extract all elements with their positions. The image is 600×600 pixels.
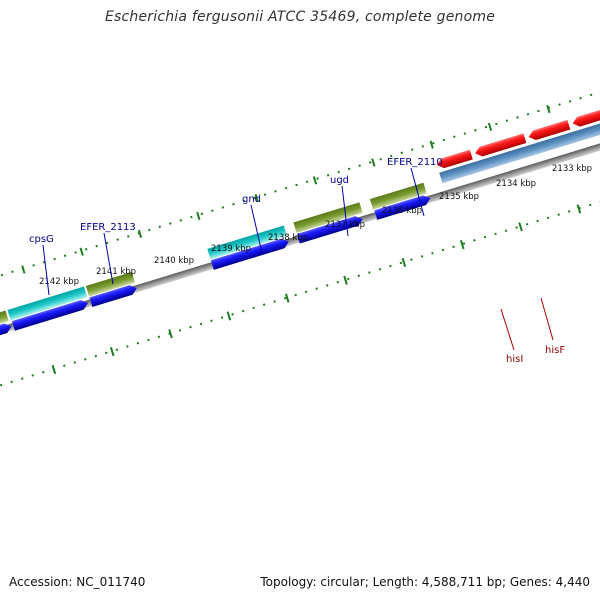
- blast-hit-steel: [439, 102, 600, 184]
- cds-forward-arrow: [89, 285, 137, 308]
- blast-hit-teal: [7, 286, 88, 321]
- gene-label-forward: EFER_2113: [80, 222, 136, 233]
- gene-label-forward: ugd: [330, 175, 349, 186]
- lower-tick-ring: [0, 169, 600, 400]
- cds-forward-arrow: [11, 300, 88, 331]
- cds-forward-arrow: [374, 195, 431, 220]
- scale-label: 2133 kbp: [552, 164, 592, 174]
- accession-label: Accession: NC_011740: [9, 575, 146, 589]
- gene-label-reverse: hisI: [506, 354, 523, 365]
- gene-label-forward: gnd: [242, 194, 261, 205]
- scale-label: 2142 kbp: [39, 277, 79, 287]
- map-title: Escherichia fergusonii ATCC 35469, compl…: [104, 9, 496, 25]
- scale-label: 2141 kbp: [96, 267, 136, 277]
- blast-hit-teal: [207, 225, 288, 260]
- genome-stats-label: Topology: circular; Length: 4,588,711 bp…: [260, 575, 590, 589]
- scale-label: 2136 kbp: [382, 206, 422, 216]
- cds-reverse-arrow: [475, 133, 527, 157]
- blast-hit-olive: [85, 271, 135, 297]
- upper-tick-ring: [0, 68, 600, 299]
- scale-label: 2140 kbp: [154, 256, 194, 266]
- cds-reverse-arrow: [528, 119, 571, 141]
- blast-hit-olive: [369, 182, 427, 210]
- scale-label: 2138 kbp: [268, 233, 308, 243]
- scale-label: 2139 kbp: [211, 244, 251, 254]
- cds-forward-arrow: [0, 323, 12, 353]
- scale-label: 2137 kbp: [325, 220, 365, 230]
- gene-label-forward: cpsG: [29, 234, 54, 245]
- cds-forward-arrow: [210, 238, 289, 270]
- scale-label: 2135 kbp: [439, 192, 479, 202]
- cds-reverse-arrow: [572, 91, 600, 127]
- cds-reverse-arrow: [436, 149, 473, 169]
- scale-label: 2134 kbp: [496, 179, 536, 189]
- gene-label-forward: EFER_2110: [387, 157, 443, 168]
- gene-label-reverse: hisF: [545, 345, 565, 356]
